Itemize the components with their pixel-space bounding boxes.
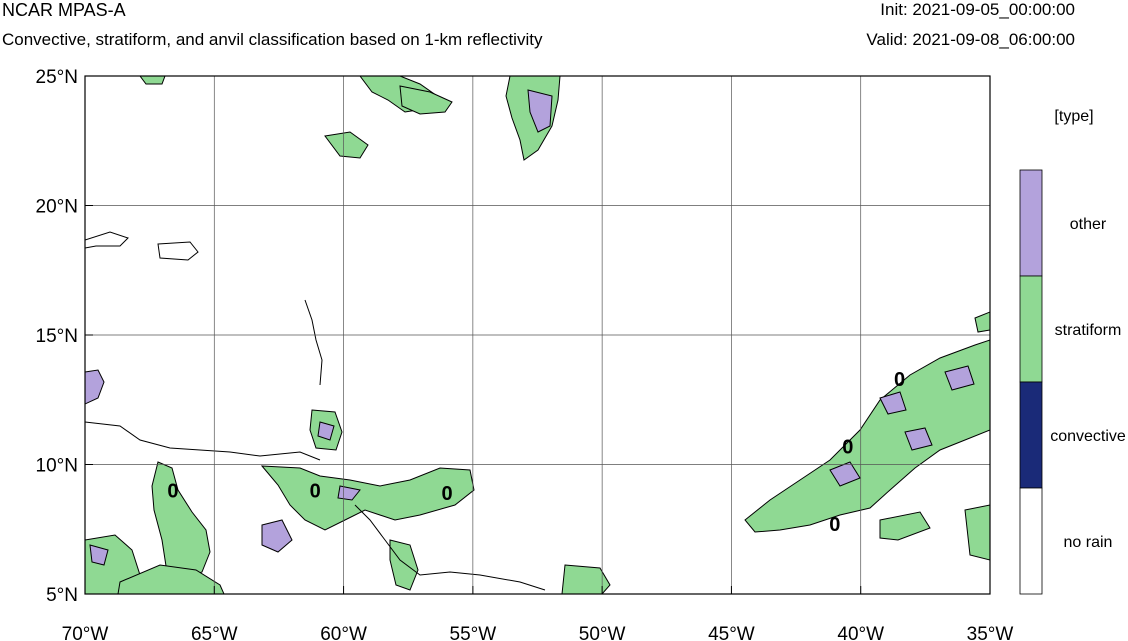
map-subtitle: Convective, stratiform, and anvil classi…	[2, 30, 543, 49]
contour-label: 0	[310, 480, 321, 502]
legend-swatch	[1019, 381, 1043, 489]
lat-tick-label: 20°N	[36, 197, 78, 218]
lon-tick-label: 35°W	[967, 624, 1014, 641]
legend-swatch	[1019, 487, 1043, 595]
contour-label: 0	[842, 436, 853, 458]
lon-tick-label: 45°W	[708, 624, 755, 641]
legend-label: stratiform	[1055, 322, 1122, 339]
map-grid	[85, 76, 990, 594]
lat-tick-label: 15°N	[36, 326, 78, 347]
contour-label: 0	[167, 480, 178, 502]
lat-tick-label: 10°N	[36, 456, 78, 477]
lat-tick-label: 25°N	[36, 67, 78, 88]
lon-tick-label: 60°W	[320, 624, 367, 641]
init-time: Init: 2021-09-05_00:00:00	[880, 0, 1075, 19]
legend-title: [type]	[1054, 108, 1093, 125]
lon-tick-label: 70°W	[62, 624, 109, 641]
lon-tick-label: 40°W	[837, 624, 884, 641]
contour-label: 0	[894, 369, 905, 391]
legend-swatch	[1019, 275, 1043, 383]
contour-label: 0	[829, 514, 840, 536]
legend-label: no rain	[1064, 534, 1113, 551]
lon-tick-label: 50°W	[579, 624, 626, 641]
contour-labels: 0 0 0 0 0 0	[167, 369, 905, 536]
legend-label: convective	[1050, 428, 1126, 445]
legend: [type] other stratiform convective no rain	[1019, 108, 1126, 595]
lat-tick-label: 5°N	[46, 585, 78, 606]
valid-time: Valid: 2021-09-08_06:00:00	[866, 30, 1075, 49]
contour-label: 0	[441, 483, 452, 505]
legend-label: other	[1070, 216, 1107, 233]
map-title: NCAR MPAS-A	[2, 0, 126, 20]
axis-ticks: 70°W 65°W 60°W 55°W 50°W 45°W 40°W 35°W 5°N 10°N 1…	[36, 67, 1014, 641]
lon-tick-label: 55°W	[450, 624, 497, 641]
legend-swatch	[1019, 169, 1043, 277]
lon-tick-label: 65°W	[191, 624, 238, 641]
precip-fields	[85, 76, 990, 594]
